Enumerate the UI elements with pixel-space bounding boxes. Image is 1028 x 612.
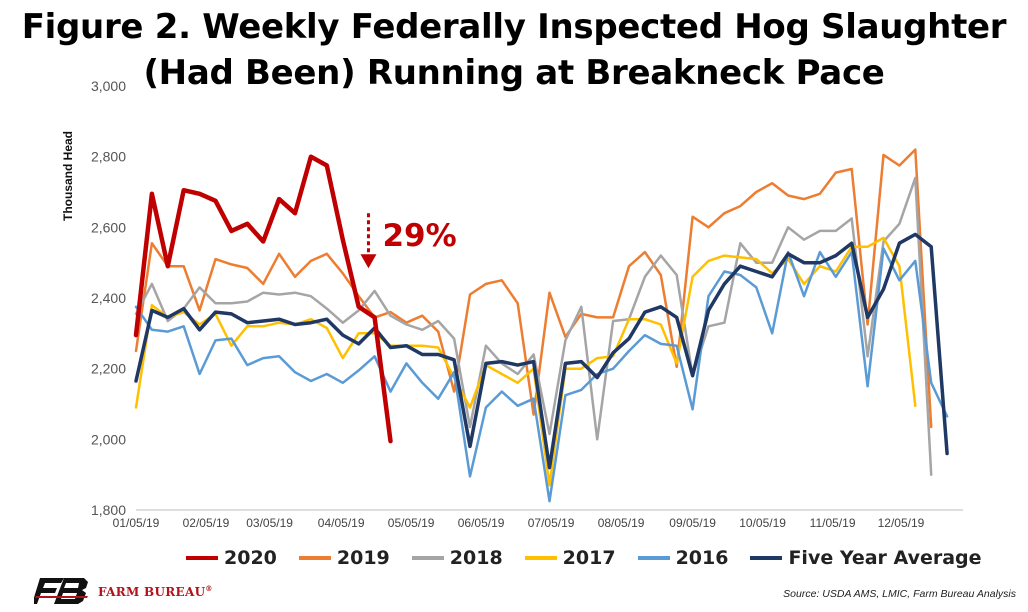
series-line-2018 xyxy=(134,176,933,476)
series-line-2016 xyxy=(134,247,949,503)
y-tick-label: 1,800 xyxy=(91,502,126,518)
chart-axes: 1,800 2,000 2,200 2,400 2,600 2,800 3,000 Thous… xyxy=(61,78,963,530)
legend-item-2020: 2020 xyxy=(186,547,277,569)
x-tick-label: 08/05/19 xyxy=(598,516,645,530)
chart-series xyxy=(133,148,949,503)
x-tick-label: 02/05/19 xyxy=(183,516,230,530)
farm-bureau-fb-logo-icon xyxy=(34,578,88,604)
source-note: Source: USDA AMS, LMIC, Farm Bureau Anal… xyxy=(783,588,1016,600)
legend-item-2019: 2019 xyxy=(298,547,390,569)
legend-swatch xyxy=(186,556,218,560)
legend-item-five-year-average: Five Year Average xyxy=(750,547,982,569)
y-tick-label: 2,000 xyxy=(91,431,126,447)
y-axis-label: Thousand Head xyxy=(61,131,75,221)
series-line-five-year-average xyxy=(134,232,949,470)
legend-item-2018: 2018 xyxy=(411,547,503,569)
y-tick-label: 2,200 xyxy=(91,361,126,377)
x-tick-label: 12/05/19 xyxy=(878,516,925,530)
legend-label: 2018 xyxy=(449,547,503,569)
chart-title: Figure 2. Weekly Federally Inspected Hog… xyxy=(0,4,1028,96)
series-line-2019 xyxy=(134,148,933,429)
legend-swatch xyxy=(750,556,783,560)
legend-label: 2016 xyxy=(675,547,729,569)
farm-bureau-logo: FARM BUREAU® xyxy=(34,578,213,604)
legend-swatch xyxy=(524,556,557,560)
x-tick-label: 05/05/19 xyxy=(388,516,435,530)
legend-swatch xyxy=(637,556,670,560)
chart-annotation: 29% xyxy=(360,213,457,269)
x-tick-label: 07/05/19 xyxy=(528,516,575,530)
x-tick-label: 04/05/19 xyxy=(318,516,365,530)
chart-legend: 2020 2019 2018 2017 2016 Five Year Average xyxy=(186,544,982,572)
y-tick-label: 2,600 xyxy=(91,219,126,235)
y-tick-label: 2,400 xyxy=(91,290,126,306)
legend-label: 2017 xyxy=(562,547,616,569)
logo-registered-mark: ® xyxy=(205,583,213,593)
series-line-2020 xyxy=(133,154,393,444)
x-tick-label: 06/05/19 xyxy=(458,516,505,530)
x-tick-label: 09/05/19 xyxy=(669,516,716,530)
legend-swatch xyxy=(411,556,444,560)
legend-label: 2019 xyxy=(336,547,390,569)
logo-text: FARM BUREAU xyxy=(98,584,206,599)
chart-title-line-1: Figure 2. Weekly Federally Inspected Hog… xyxy=(21,7,1007,47)
legend-swatch xyxy=(298,556,331,560)
legend-label: 2020 xyxy=(224,547,277,569)
legend-item-2016: 2016 xyxy=(637,547,729,569)
annotation-arrow-head xyxy=(360,254,377,269)
x-tick-label: 01/05/19 xyxy=(113,516,160,530)
x-tick-label: 10/05/19 xyxy=(739,516,786,530)
y-tick-label: 2,800 xyxy=(91,149,126,165)
annotation-percent-label: 29% xyxy=(382,218,456,254)
legend-label: Five Year Average xyxy=(788,547,982,569)
chart-title-line-2: (Had Been) Running at Breakneck Pace xyxy=(143,53,885,93)
y-tick-label: 3,000 xyxy=(91,78,126,94)
x-tick-label: 03/05/19 xyxy=(246,516,293,530)
x-tick-label: 11/05/19 xyxy=(810,516,856,530)
legend-item-2017: 2017 xyxy=(524,547,616,569)
